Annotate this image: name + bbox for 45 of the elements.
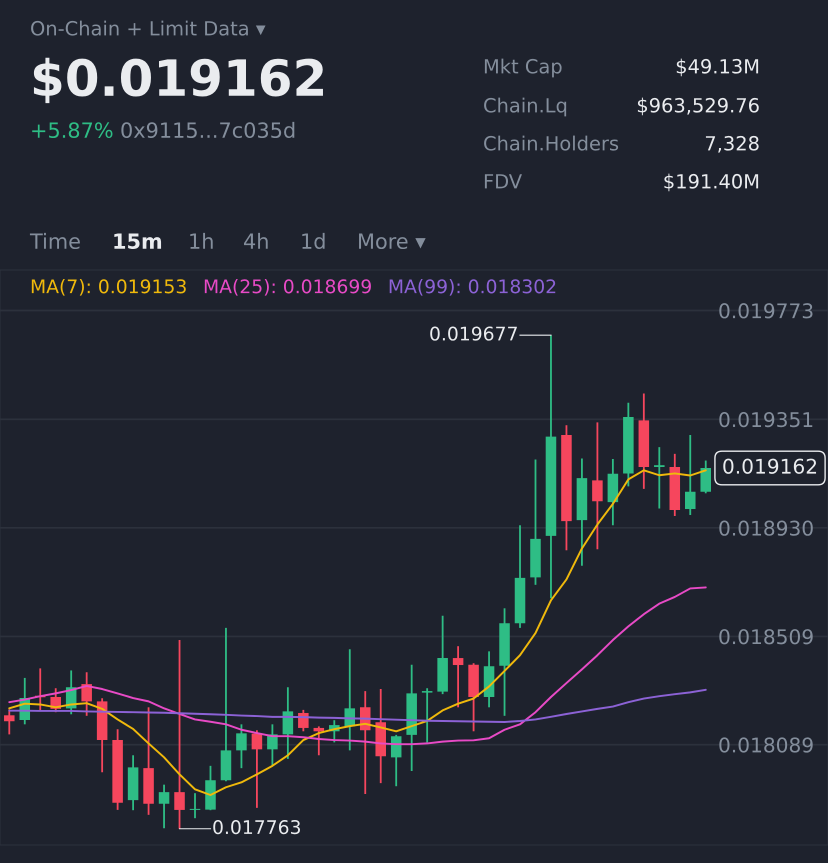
text: +5.87% bbox=[32, 122, 112, 138]
text: 0.019162 bbox=[723, 458, 816, 474]
candlestick bbox=[654, 446, 665, 510]
text: Time bbox=[30, 232, 80, 250]
candlestick bbox=[81, 671, 92, 717]
candlestick bbox=[452, 645, 464, 708]
annotation: 0.017763 bbox=[213, 820, 300, 834]
text: Chain.Lq bbox=[484, 98, 566, 116]
y-tick-label: 0.019773 bbox=[719, 303, 812, 318]
text: FDV bbox=[484, 174, 522, 188]
text: MA(99): 0.018302 bbox=[390, 278, 556, 296]
text: 4h bbox=[244, 232, 268, 249]
candlestick bbox=[592, 421, 603, 550]
candlestick bbox=[700, 460, 711, 494]
text: More ▾ bbox=[359, 234, 426, 250]
candlestick bbox=[4, 708, 15, 736]
text: On-Chain + Limit Data ▾ bbox=[31, 20, 266, 36]
y-tick-label: 0.018930 bbox=[719, 520, 813, 536]
text: 1h bbox=[190, 232, 213, 249]
candlestick bbox=[684, 434, 696, 516]
y-tick-label: 0.018089 bbox=[719, 737, 813, 753]
candlestick bbox=[390, 734, 402, 788]
candlestick bbox=[282, 686, 294, 760]
text: $963,529.76 bbox=[638, 98, 759, 116]
text: 0x9115...7c035d bbox=[121, 122, 294, 138]
y-tick-label: 0.019351 bbox=[719, 412, 812, 428]
candlestick bbox=[158, 784, 170, 830]
candlestick bbox=[314, 725, 324, 756]
chart-title: $0.019162 bbox=[34, 58, 323, 104]
text: $49.13M bbox=[676, 58, 758, 76]
candlestick bbox=[252, 729, 262, 809]
text: MA(7): 0.019153 bbox=[32, 278, 186, 296]
y-tick-label: 0.018509 bbox=[719, 629, 813, 644]
candlestick bbox=[174, 639, 185, 830]
text: $191.40M bbox=[664, 174, 758, 192]
candlestick bbox=[422, 687, 432, 744]
candlestick bbox=[190, 792, 200, 820]
text: MA(25): 0.018699 bbox=[204, 278, 371, 296]
annotation: 0.019677 bbox=[430, 326, 517, 341]
text: 15m bbox=[114, 234, 162, 250]
candlestick bbox=[236, 723, 247, 770]
text: 1d bbox=[302, 232, 325, 250]
text: Mkt Cap bbox=[484, 58, 562, 78]
text: Chain.Holders bbox=[484, 136, 618, 151]
text: 7,328 bbox=[706, 136, 759, 153]
